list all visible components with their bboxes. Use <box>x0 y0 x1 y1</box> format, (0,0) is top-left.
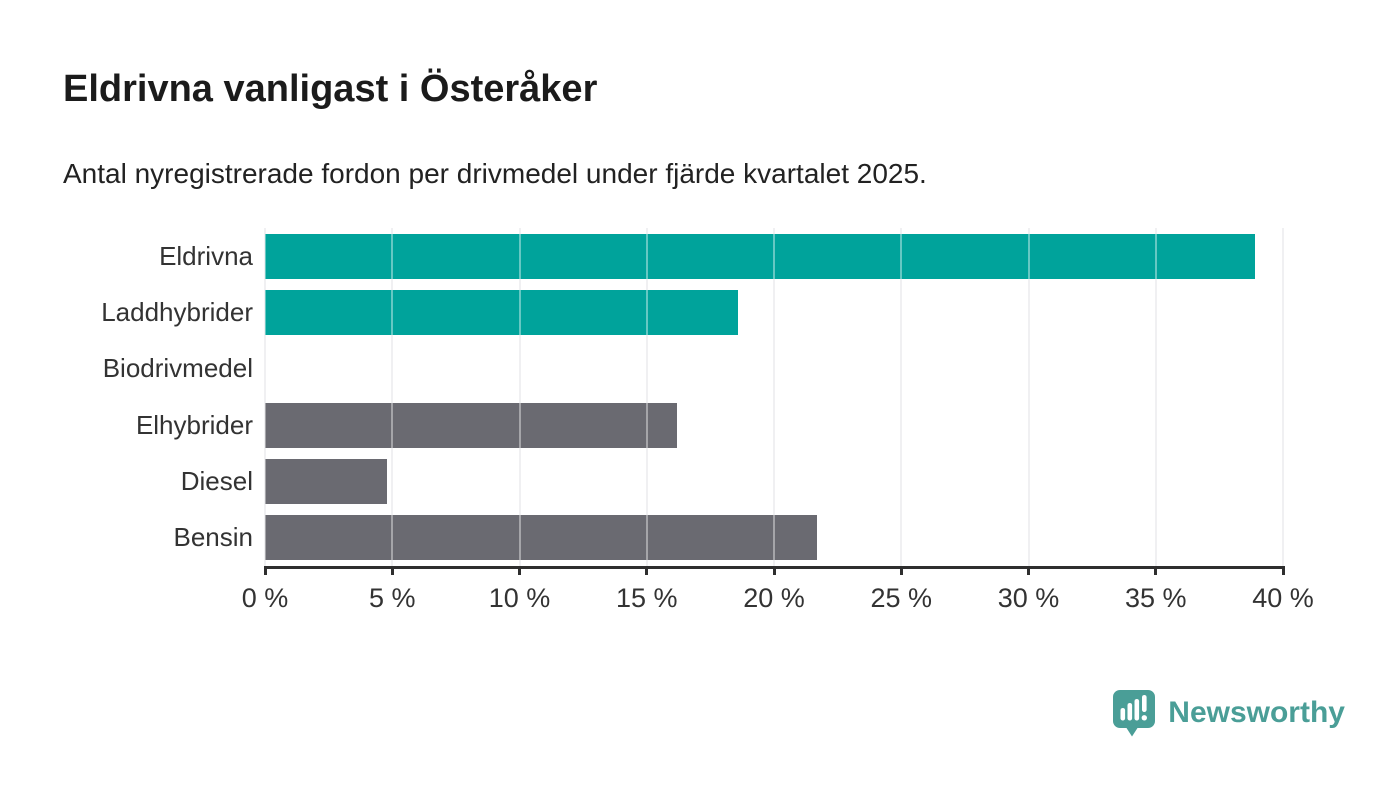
plot-area: 0 % 5 % 10 % 15 % 20 % 25 % 30 % 35 % 40 % <box>242 228 1314 613</box>
brand-name: Newsworthy <box>1168 696 1345 729</box>
gridline-overlay <box>391 228 394 566</box>
category-label-biodrivmedel: Biodrivmedel <box>102 353 253 384</box>
gridline <box>1154 228 1157 566</box>
x-axis-tick <box>772 566 776 575</box>
x-tick-label: 5 % <box>368 583 416 613</box>
gridline <box>645 228 648 566</box>
newsworthy-logo-icon <box>1113 690 1156 737</box>
x-tick-label: 40 % <box>1252 583 1314 613</box>
gridline-overlay <box>773 228 775 566</box>
x-axis-tick <box>1281 566 1285 575</box>
gridline-overlay <box>645 228 648 566</box>
gridline-overlay <box>1027 228 1030 566</box>
x-axis-tick <box>518 566 521 575</box>
gridline <box>391 228 394 566</box>
gridline <box>518 228 521 566</box>
chart-subtitle: Antal nyregistrerade fordon per drivmede… <box>63 158 927 189</box>
bar-diesel <box>265 459 388 504</box>
gridline-overlay <box>518 228 521 566</box>
category-label-laddhybrider: Laddhybrider <box>101 296 253 327</box>
bar-eldrivna <box>265 233 1255 279</box>
category-axis: Eldrivna Laddhybrider Biodrivmedel Elhybrid… <box>63 228 253 566</box>
x-axis-tick <box>1154 566 1158 575</box>
x-tick-label: 35 % <box>1124 583 1187 613</box>
bar-elhybrider <box>265 402 678 448</box>
gridline-overlay <box>264 228 266 566</box>
gridline-overlay <box>900 228 903 566</box>
x-tick-label: 10 % <box>488 583 551 613</box>
x-axis-tick <box>263 566 267 575</box>
x-tick-label: 30 % <box>997 583 1060 613</box>
category-label-diesel: Diesel <box>180 465 253 496</box>
x-tick-label: 0 % <box>241 583 289 613</box>
gridline <box>1282 228 1284 566</box>
x-axis-tick <box>390 566 394 575</box>
brand-footer: Newsworthy <box>1111 688 1345 738</box>
x-axis-tick <box>1027 566 1030 575</box>
bar-bensin <box>265 515 818 561</box>
x-axis-tick <box>645 566 649 575</box>
x-tick-label: 20 % <box>743 583 805 613</box>
category-label-elhybrider: Elhybrider <box>135 409 253 440</box>
x-tick-label: 15 % <box>615 583 678 613</box>
category-label-eldrivna: Eldrivna <box>159 240 253 271</box>
horizontal-bar-chart: Eldrivna Laddhybrider Biodrivmedel Elhybrid… <box>63 228 1314 618</box>
gridline <box>773 228 775 566</box>
x-axis-tick <box>899 566 903 575</box>
gridline <box>264 228 266 566</box>
gridline <box>1027 228 1030 566</box>
x-tick-label: 25 % <box>870 583 933 613</box>
gridline-overlay <box>1282 228 1284 566</box>
gridline-overlay <box>1154 228 1157 566</box>
chart-title: Eldrivna vanligast i Österåker <box>63 68 598 110</box>
gridline <box>900 228 903 566</box>
bar-laddhybrider <box>265 290 739 335</box>
category-label-bensin: Bensin <box>173 522 254 553</box>
